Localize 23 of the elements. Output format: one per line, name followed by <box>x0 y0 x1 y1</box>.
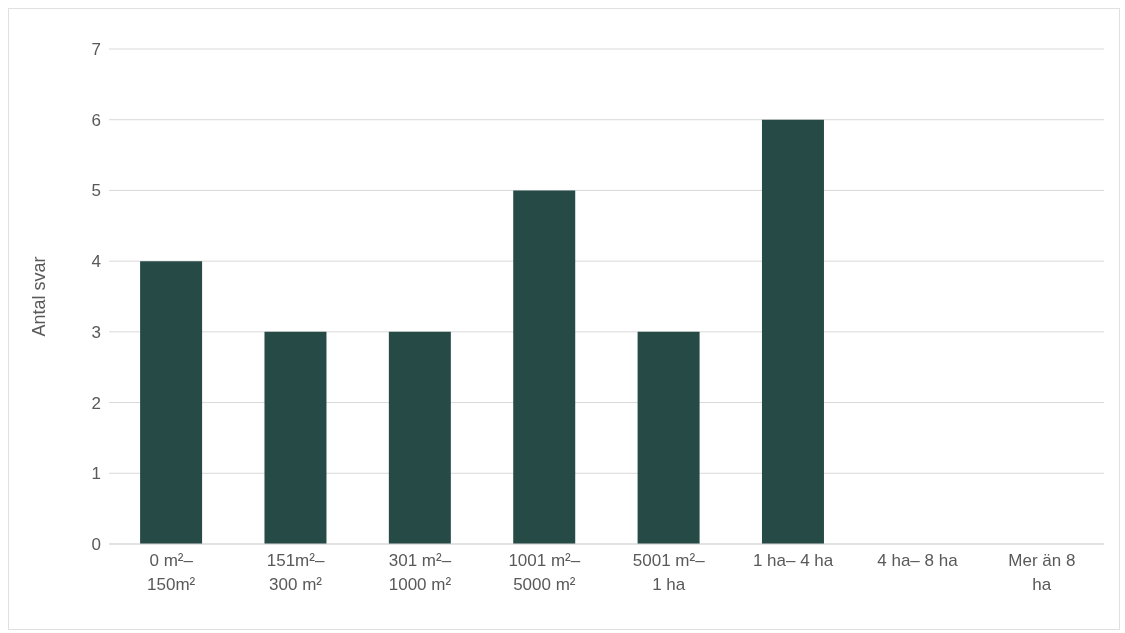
y-tick-label: 1 <box>91 464 101 484</box>
x-tick-label: 0 m²– 150m² <box>147 551 196 594</box>
y-tick-label: 2 <box>91 393 101 413</box>
y-tick-label: 7 <box>91 40 101 60</box>
x-tick-label: 1 ha– 4 ha <box>752 551 834 570</box>
x-tick-label: Mer än 8 ha <box>1008 551 1076 594</box>
x-tick-label: 151m²– 300 m² <box>266 551 325 594</box>
y-tick-label: 5 <box>91 181 101 201</box>
y-tick-label: 0 <box>91 535 101 555</box>
y-tick-label: 3 <box>91 322 101 342</box>
y-tick-label: 4 <box>91 252 101 272</box>
x-tick-label: 301 m²– 1000 m² <box>388 551 452 594</box>
bar <box>264 331 327 544</box>
y-tick-label: 6 <box>91 110 101 130</box>
x-tick-label: 4 ha– 8 ha <box>877 551 959 570</box>
bar <box>637 331 700 544</box>
x-tick-label: 1001 m²– 5000 m² <box>508 551 581 594</box>
bar <box>513 190 576 544</box>
x-tick-label: 5001 m²– 1 ha <box>632 551 706 594</box>
bar <box>761 119 824 544</box>
bar <box>140 261 203 544</box>
y-axis-title: Antal svar <box>29 256 50 337</box>
bar <box>388 331 451 544</box>
